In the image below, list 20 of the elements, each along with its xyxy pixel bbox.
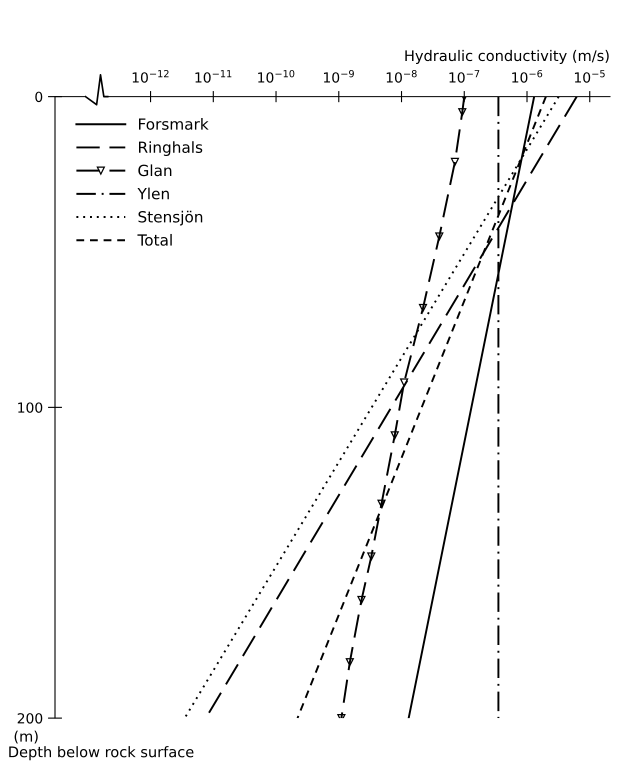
- legend-label: Ylen: [137, 188, 169, 200]
- legend-label: Glan: [138, 164, 172, 176]
- x-tick-label: 10$^{−7}$: [449, 70, 480, 83]
- y-axis-title: Depth below rock surface: [9, 746, 194, 760]
- legend-label: Forsmark: [139, 118, 209, 130]
- x-tick-label: 10$^{−12}$: [132, 70, 169, 83]
- legend-label: Ringhals: [139, 141, 202, 156]
- y-tick-label: 200: [18, 713, 42, 724]
- x-tick-label: 10$^{−10}$: [258, 70, 294, 83]
- y-tick-label: 0: [35, 92, 42, 102]
- y-tick-label: 100: [18, 402, 42, 413]
- legend-label: Total: [137, 234, 172, 246]
- x-axis-title: Hydraulic conductivity (m/s): [405, 50, 609, 64]
- x-tick-label: 10$^{−8}$: [386, 70, 417, 83]
- legend-label: Stensjön: [138, 210, 202, 226]
- x-tick-label: 10$^{−6}$: [512, 70, 542, 83]
- text: (m): [14, 730, 38, 744]
- x-tick-label: 10$^{−9}$: [324, 70, 354, 83]
- x-tick-label: 10$^{−5}$: [574, 70, 605, 83]
- x-tick-label: 10$^{−11}$: [195, 70, 232, 83]
